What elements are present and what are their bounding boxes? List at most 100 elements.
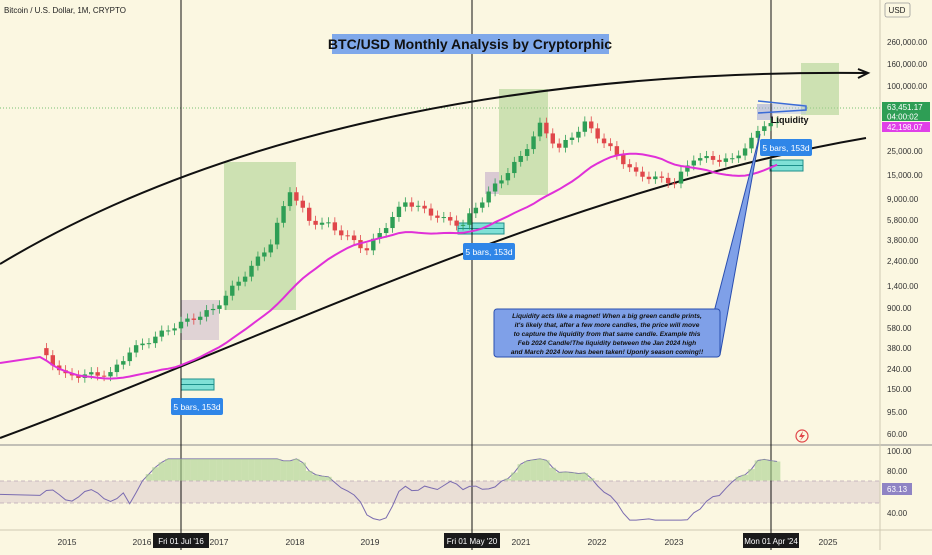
candle-body: [762, 126, 767, 131]
candle-body: [448, 217, 453, 221]
candle-body: [300, 200, 305, 208]
candle-body: [287, 192, 293, 207]
rsi-overbought-fill: [293, 458, 300, 481]
candle-body: [108, 372, 113, 377]
candle-body: [685, 165, 690, 172]
target-zone-2025: [801, 63, 839, 115]
candle-body: [319, 222, 325, 225]
price-tick-label: 380.00: [887, 344, 912, 353]
last-price-tag: [882, 102, 930, 112]
candle-body: [409, 202, 414, 207]
rsi-overbought-fill: [254, 458, 262, 481]
candle-body: [377, 233, 382, 239]
price-tick-label: 9,000.00: [887, 195, 919, 204]
lightning-icon[interactable]: [795, 429, 809, 443]
candle-body: [633, 167, 639, 172]
cursor-date-label: Fri 01 May '20: [447, 537, 498, 546]
note-line-4: Feb 2024 Candle!The liquidity between th…: [518, 340, 696, 347]
arrow-head-icon: [857, 68, 871, 79]
candle-body: [486, 191, 491, 203]
candle-body: [710, 156, 716, 160]
rsi-overbought-fill: [767, 460, 774, 481]
rsi-overbought-fill: [248, 458, 255, 481]
candle-body: [492, 183, 498, 192]
candle-body: [460, 224, 466, 226]
candle-body: [576, 131, 581, 138]
candle-body: [127, 352, 132, 362]
candle-body: [569, 137, 575, 140]
last-price-text: 63,451.17: [887, 103, 923, 112]
candle-body: [390, 216, 395, 229]
price-tick-label: 580.00: [887, 324, 912, 333]
rsi-overbought-fill: [325, 476, 332, 481]
range-label-2024: [760, 139, 812, 156]
price-tick-label: 15,000.00: [887, 171, 923, 180]
candle-body: [621, 155, 626, 165]
rsi-overbought-fill: [261, 458, 268, 481]
rsi-overbought-fill: [530, 459, 537, 481]
price-tick-label: 240.00: [887, 365, 912, 374]
candle-body: [140, 343, 145, 346]
note-line-5: and March 2024 low has been taken! Uponl…: [511, 349, 704, 356]
candle-body: [101, 375, 107, 377]
rsi-tick-label: 80.00: [887, 467, 908, 476]
candle-body: [121, 361, 126, 365]
candle-body: [159, 330, 164, 337]
currency-button[interactable]: [884, 2, 911, 18]
rsi-tick-label: 100.00: [887, 447, 912, 456]
candle-body: [518, 155, 523, 162]
candle-body: [614, 146, 620, 156]
candle-body: [755, 130, 761, 138]
candle-body: [89, 372, 94, 375]
candle-body: [262, 252, 267, 257]
time-axis-label: 2018: [286, 537, 305, 547]
rsi-overbought-fill: [158, 462, 165, 481]
note-line-2: it's likely that, after a few more candl…: [515, 322, 700, 329]
candle-body: [601, 138, 607, 144]
rsi-overbought-fill: [575, 473, 582, 481]
time-axis[interactable]: 2015 2016 2017 2018 2019 2021 2022 2023 2025: [58, 537, 838, 547]
candle-body: [608, 143, 613, 147]
price-scale[interactable]: USD: [884, 2, 911, 18]
channel-lower-curve[interactable]: [0, 137, 867, 439]
rsi-tick-label: 40.00: [887, 509, 908, 518]
rsi-overbought-fill: [267, 458, 274, 481]
candle-body: [236, 281, 241, 286]
candle-body: [339, 230, 344, 236]
time-axis-label: 2019: [361, 537, 380, 547]
rsi-overbought-fill: [280, 460, 287, 481]
cursor-date-tag: [444, 533, 500, 548]
rsi-overbought-fill: [273, 458, 281, 481]
candle-body: [230, 285, 235, 296]
rsi-overbought-fill: [177, 458, 185, 481]
candle-body: [428, 208, 434, 216]
candle-body: [255, 256, 261, 266]
candle-body: [268, 244, 273, 253]
symbol-header: Bitcoin / U.S. Dollar, 1M, CRYPTO: [4, 6, 126, 15]
rsi-overbought-fill: [536, 458, 544, 481]
rsi-overbought-fill: [197, 458, 204, 481]
range-label-2016: [171, 398, 223, 415]
note-callout[interactable]: [493, 308, 721, 358]
rsi-overbought-fill: [203, 458, 210, 481]
cursor-date-tag: [153, 533, 209, 548]
rsi-overbought-fill: [312, 474, 319, 481]
candle-body: [223, 295, 229, 306]
candle-body: [185, 318, 190, 322]
candle-body: [441, 217, 447, 219]
candle-body: [454, 220, 459, 226]
price-tick-label: 100,000.00: [887, 82, 928, 91]
candle-body: [563, 139, 568, 148]
candle-body: [307, 207, 312, 221]
rsi-band: [0, 481, 880, 503]
candle-body: [659, 176, 664, 178]
candle-body: [467, 213, 472, 225]
candle-body: [396, 206, 402, 217]
channel-upper-curve[interactable]: [0, 71, 867, 265]
rsi-overbought-fill: [568, 472, 576, 481]
rsi-overbought-fill: [735, 476, 742, 481]
candle-body: [499, 180, 504, 184]
chart-title: BTC/USD Monthly Analysis by Cryptorphic: [328, 36, 612, 52]
rsi-overbought-fill: [581, 473, 589, 481]
